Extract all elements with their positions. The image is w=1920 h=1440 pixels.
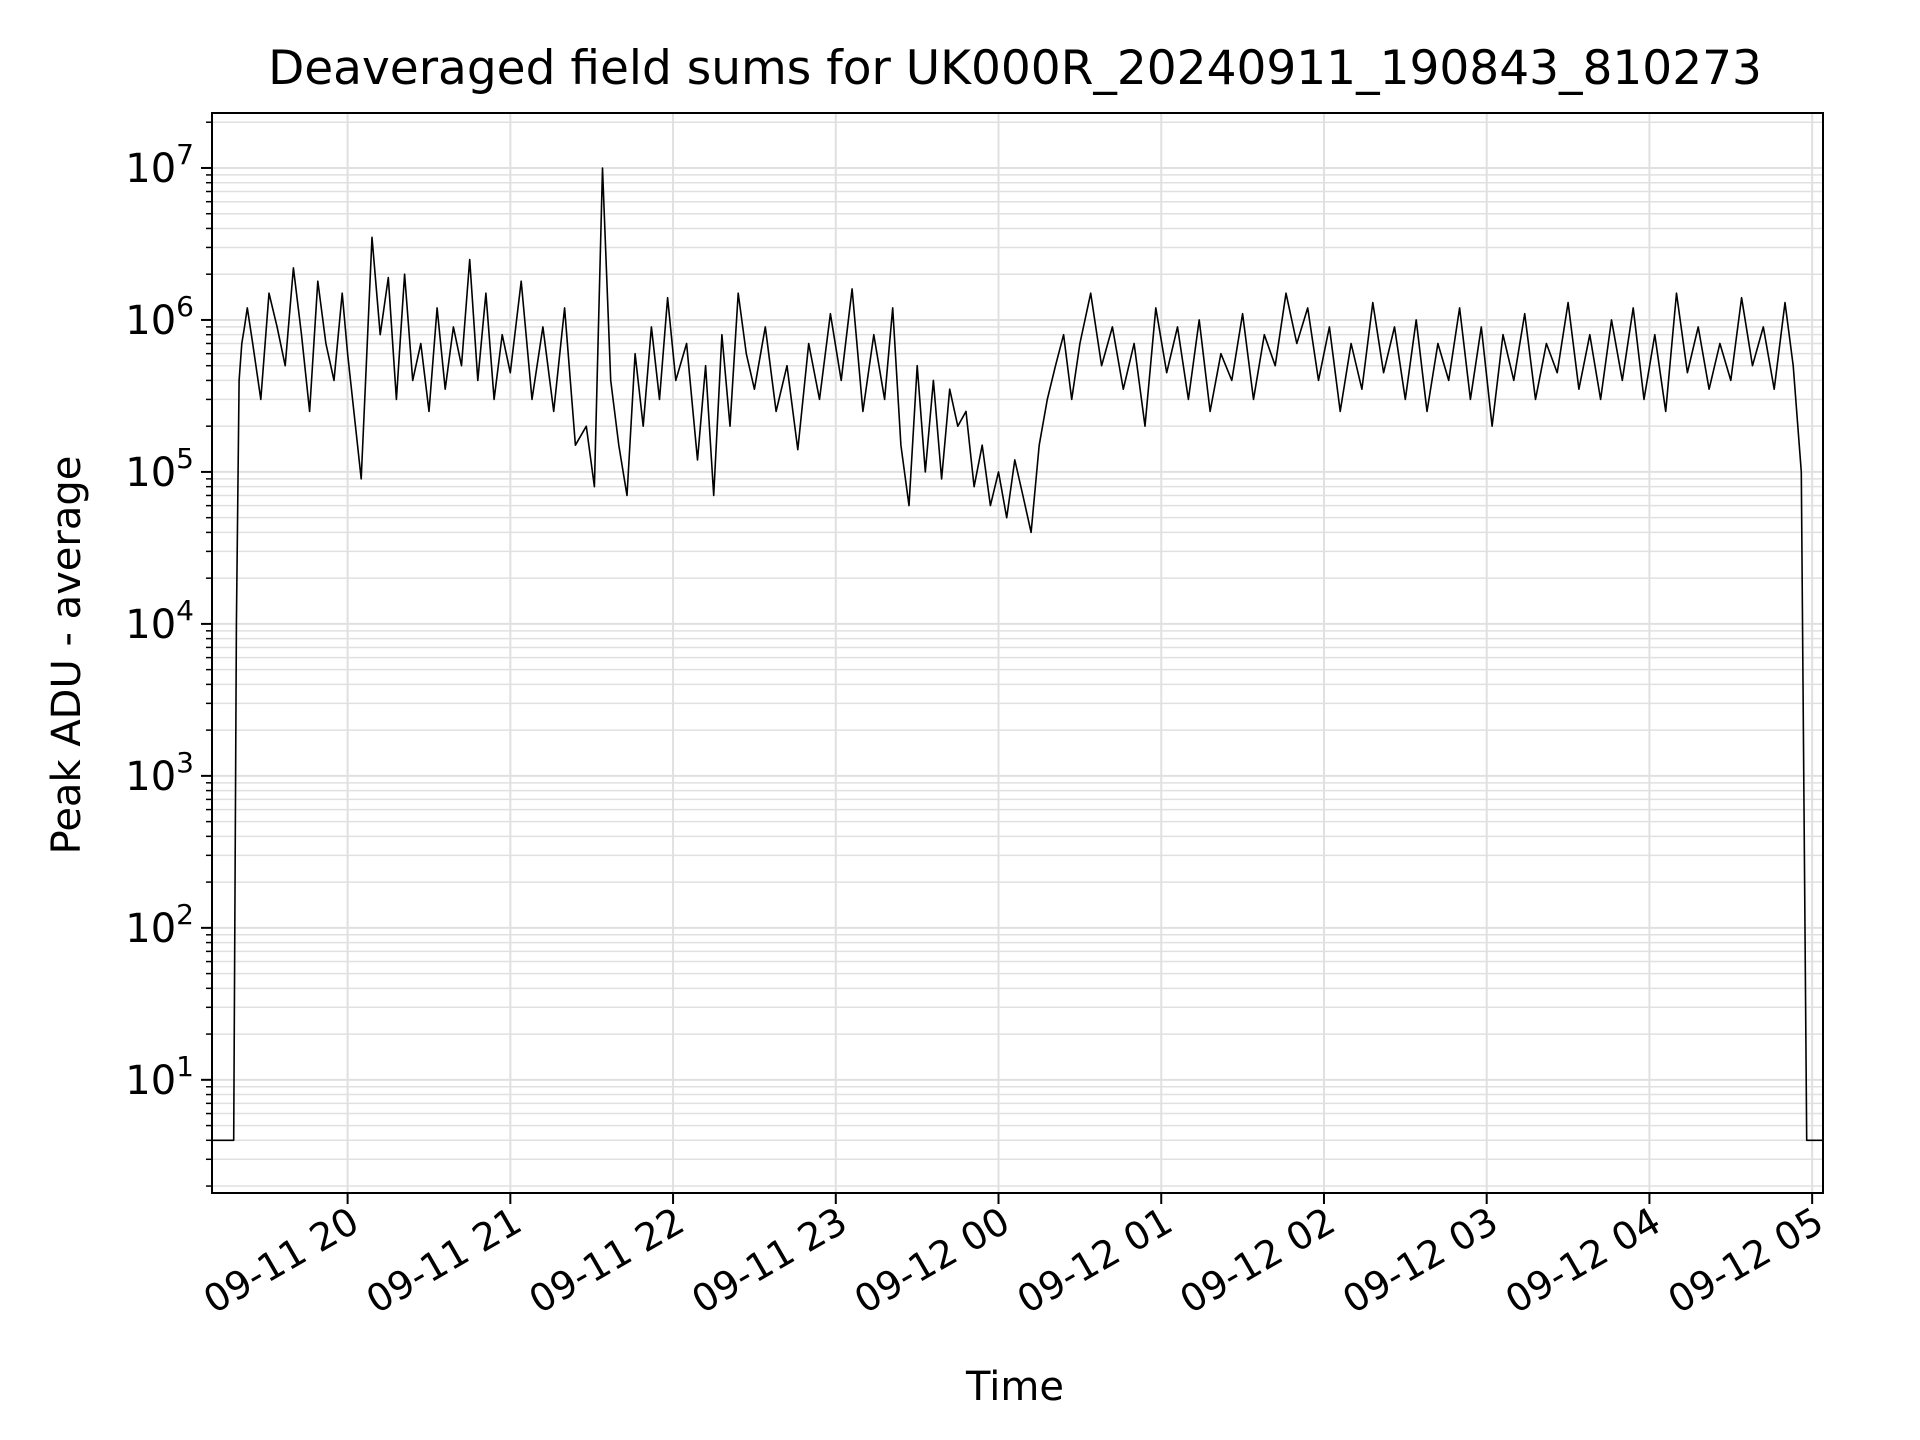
y-tick-label: 105 [125,442,194,496]
series-line [212,167,1823,1142]
y-tick-label-exponent: 3 [176,746,194,779]
y-tick-label-base: 10 [125,602,176,648]
y-tick-label-base: 10 [125,450,176,496]
y-tick-label: 104 [125,594,194,648]
chart-title: Deaveraged field sums for UK000R_2024091… [268,41,1762,96]
y-tick-label: 101 [125,1050,194,1104]
y-axis-label: Peak ADU - average [44,456,90,855]
grid [212,113,1823,1193]
y-tick-label-base: 10 [125,146,176,192]
y-tick-label-exponent: 7 [176,138,194,171]
y-tick-label-base: 10 [125,1058,176,1104]
y-tick-label: 102 [125,898,194,952]
y-tick-label-base: 10 [125,906,176,952]
y-tick-label-base: 10 [125,754,176,800]
y-tick-label-exponent: 5 [176,442,194,475]
y-tick-label: 103 [125,746,194,800]
y-tick-label-exponent: 2 [176,898,194,931]
plot-frame [211,112,1824,1194]
series-layer [212,167,1823,1142]
y-tick-label-exponent: 1 [176,1050,194,1083]
y-tick-label-exponent: 4 [176,594,194,627]
y-tick-label-base: 10 [125,298,176,344]
x-axis-label: Time [965,1364,1064,1410]
y-tick-label-exponent: 6 [176,290,194,323]
y-tick-label: 107 [125,138,194,192]
y-tick-label: 106 [125,290,194,344]
